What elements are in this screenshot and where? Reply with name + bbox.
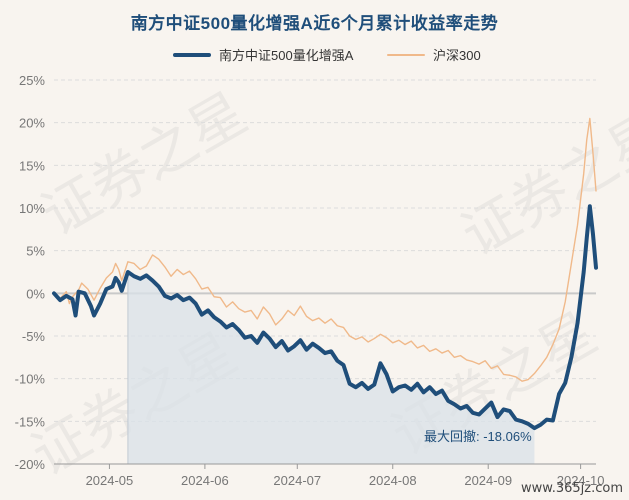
site-watermark: www.365jz.com: [521, 481, 623, 496]
series-line-index: [53, 117, 597, 382]
legend-item-index[interactable]: 沪深300: [387, 45, 481, 64]
y-tick-label-1: 20%: [19, 116, 45, 131]
x-tick-label-1: 2024-06: [181, 473, 229, 488]
y-tick-label-2: 15%: [19, 158, 45, 173]
drawdown-area: [127, 272, 535, 464]
legend: 南方中证500量化增强A 沪深300: [0, 45, 629, 65]
y-tick-label-3: 10%: [19, 201, 45, 216]
x-tick-label-5: 2024-10: [557, 473, 605, 488]
y-tick-label-6: -5%: [22, 329, 46, 344]
legend-label-fund: 南方中证500量化增强A: [219, 48, 354, 63]
legend-swatch-index: [387, 53, 425, 56]
x-tick-label-4: 2024-09: [464, 473, 512, 488]
chart-title: 南方中证500量化增强A近6个月累计收益率走势: [130, 14, 499, 33]
y-tick-label-5: 0%: [26, 286, 45, 301]
x-tick-label-0: 2024-05: [86, 473, 134, 488]
y-tick-label-7: -10%: [15, 372, 46, 387]
max-drawdown-annotation: 最大回撤: -18.06%: [424, 429, 532, 444]
y-tick-label-8: -15%: [15, 414, 46, 429]
y-tick-label-4: 5%: [26, 244, 45, 259]
series-line-fund: [52, 204, 598, 431]
legend-item-fund[interactable]: 南方中证500量化增强A: [173, 45, 353, 64]
legend-swatch-fund: [173, 52, 211, 57]
x-tick-label-3: 2024-08: [369, 473, 417, 488]
y-tick-label-0: 25%: [19, 73, 45, 88]
legend-label-index: 沪深300: [433, 48, 481, 63]
y-tick-label-9: -20%: [15, 457, 46, 472]
x-tick-label-2: 2024-07: [273, 473, 321, 488]
